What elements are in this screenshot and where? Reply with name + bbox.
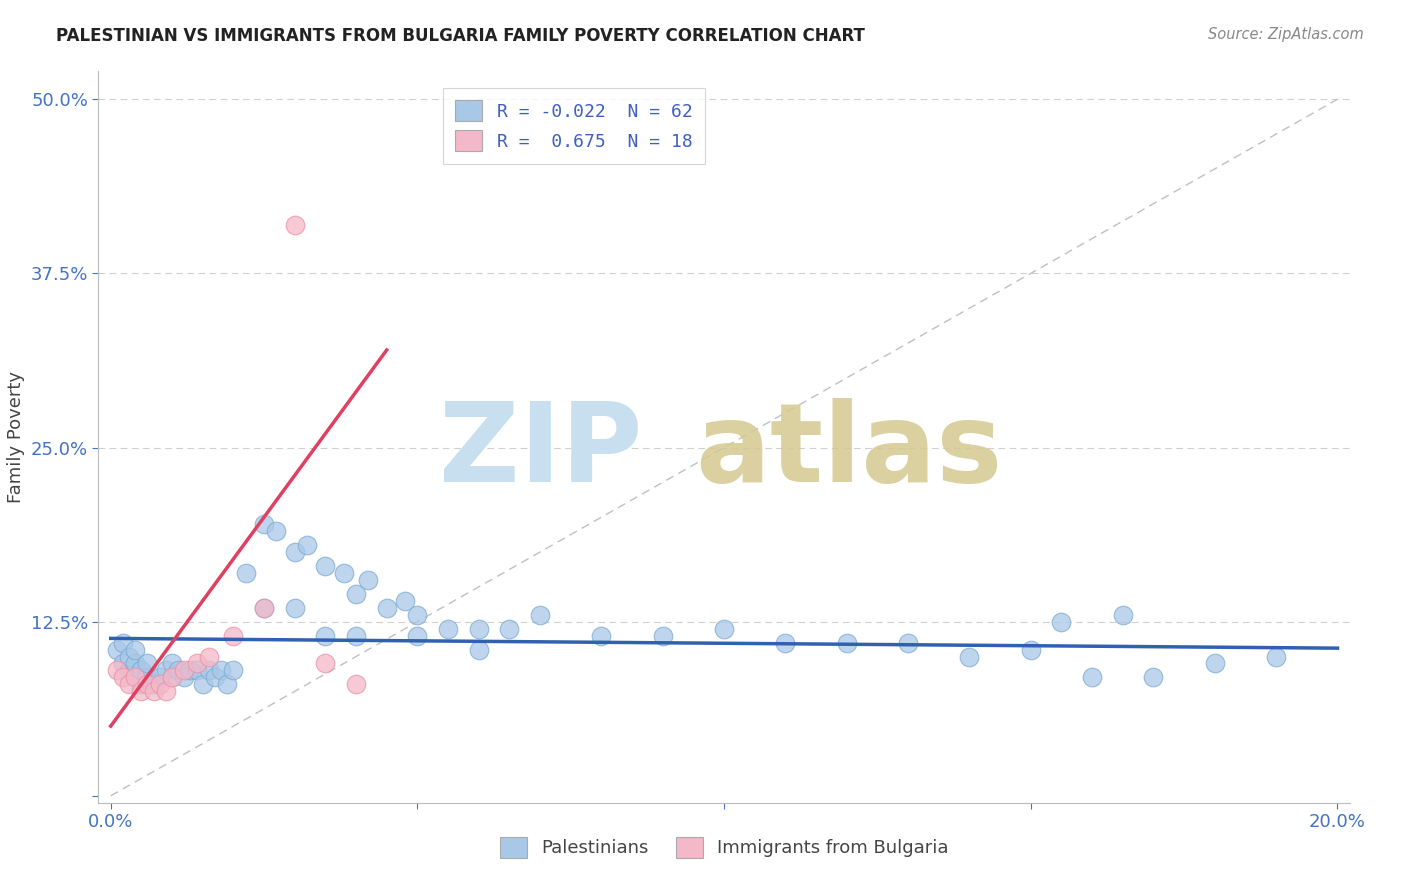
Point xyxy=(651,629,673,643)
Text: PALESTINIAN VS IMMIGRANTS FROM BULGARIA FAMILY POVERTY CORRELATION CHART: PALESTINIAN VS IMMIGRANTS FROM BULGARIA … xyxy=(56,27,865,45)
Point xyxy=(160,670,183,684)
Point xyxy=(124,642,146,657)
Point xyxy=(124,657,146,671)
Point xyxy=(284,600,307,615)
Point xyxy=(1265,649,1288,664)
Point xyxy=(179,664,201,678)
Point xyxy=(284,218,307,232)
Point xyxy=(160,670,183,684)
Point xyxy=(1081,670,1104,684)
Point xyxy=(467,642,489,657)
Point xyxy=(1050,615,1073,629)
Y-axis label: Family Poverty: Family Poverty xyxy=(7,371,25,503)
Text: ZIP: ZIP xyxy=(440,398,643,505)
Point xyxy=(124,670,146,684)
Point xyxy=(105,664,128,678)
Point xyxy=(136,657,159,671)
Point xyxy=(209,664,232,678)
Point xyxy=(105,642,128,657)
Point xyxy=(394,594,416,608)
Point xyxy=(406,607,429,622)
Point xyxy=(186,664,208,678)
Point xyxy=(131,664,153,678)
Point xyxy=(284,545,307,559)
Point xyxy=(160,657,183,671)
Point xyxy=(467,622,489,636)
Point xyxy=(253,600,276,615)
Point xyxy=(198,649,221,664)
Point xyxy=(835,635,858,649)
Point xyxy=(142,684,165,698)
Point xyxy=(897,635,920,649)
Point xyxy=(437,622,460,636)
Point xyxy=(222,629,245,643)
Point xyxy=(344,629,367,643)
Point xyxy=(498,622,520,636)
Point xyxy=(333,566,356,580)
Point xyxy=(344,677,367,691)
Point xyxy=(314,657,336,671)
Point xyxy=(204,670,226,684)
Point xyxy=(253,600,276,615)
Legend: Palestinians, Immigrants from Bulgaria: Palestinians, Immigrants from Bulgaria xyxy=(491,828,957,867)
Point xyxy=(167,664,190,678)
Point xyxy=(959,649,981,664)
Point xyxy=(118,649,141,664)
Point xyxy=(314,558,336,573)
Point xyxy=(591,629,613,643)
Point xyxy=(118,677,141,691)
Point xyxy=(375,600,398,615)
Point xyxy=(155,684,177,698)
Point xyxy=(1204,657,1226,671)
Text: Source: ZipAtlas.com: Source: ZipAtlas.com xyxy=(1208,27,1364,42)
Point xyxy=(149,670,172,684)
Point xyxy=(266,524,288,538)
Point xyxy=(235,566,257,580)
Point xyxy=(111,657,134,671)
Point xyxy=(111,670,134,684)
Point xyxy=(198,664,221,678)
Point xyxy=(118,664,141,678)
Point xyxy=(295,538,318,552)
Point xyxy=(775,635,797,649)
Point xyxy=(344,587,367,601)
Point xyxy=(314,629,336,643)
Point xyxy=(406,629,429,643)
Point xyxy=(111,635,134,649)
Point xyxy=(142,677,165,691)
Point xyxy=(131,684,153,698)
Point xyxy=(1142,670,1164,684)
Point xyxy=(155,664,177,678)
Point xyxy=(357,573,380,587)
Point xyxy=(222,664,245,678)
Point xyxy=(713,622,735,636)
Point xyxy=(136,677,159,691)
Point xyxy=(191,677,214,691)
Text: atlas: atlas xyxy=(696,398,1002,505)
Point xyxy=(253,517,276,532)
Point xyxy=(217,677,239,691)
Point xyxy=(173,664,195,678)
Point xyxy=(131,677,153,691)
Point xyxy=(149,677,172,691)
Point xyxy=(186,657,208,671)
Point xyxy=(529,607,551,622)
Point xyxy=(1019,642,1042,657)
Point xyxy=(173,670,195,684)
Point xyxy=(1112,607,1135,622)
Point xyxy=(136,670,159,684)
